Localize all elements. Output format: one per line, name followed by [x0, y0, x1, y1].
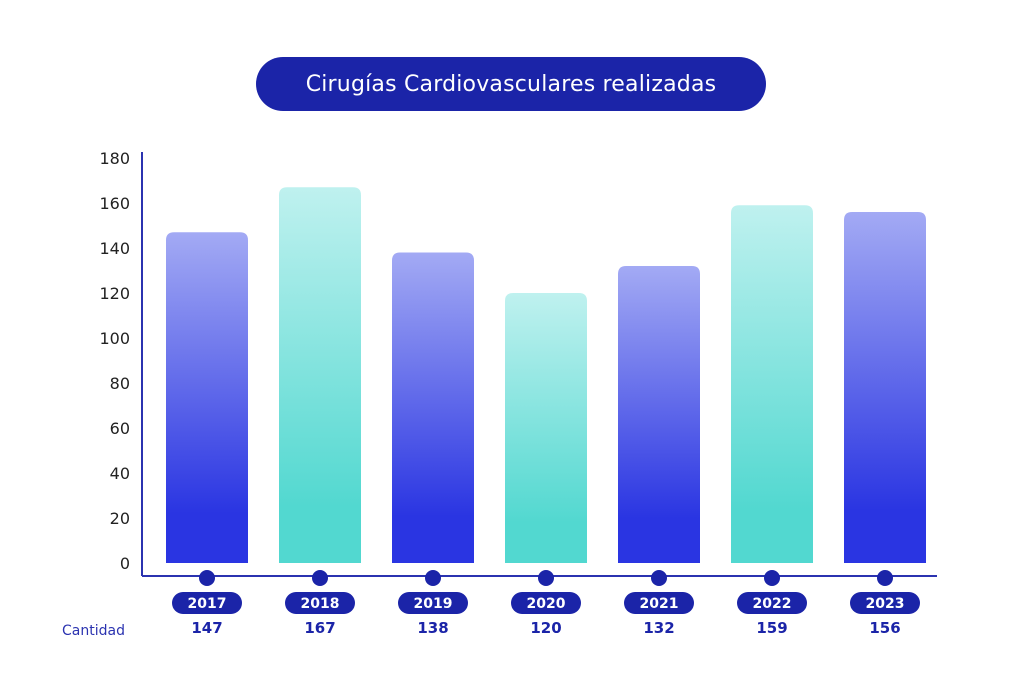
chart-title: Cirugías Cardiovasculares realizadas [256, 57, 766, 111]
axis-dot-2017 [199, 570, 215, 586]
y-tick-label-120: 120 [99, 284, 130, 303]
x-tick-label-2019: 2019 [414, 596, 453, 612]
bar-2018 [279, 187, 361, 563]
year-pill-2023 [850, 592, 920, 614]
bar-2023 [844, 212, 926, 563]
data-label-2022: 159 [756, 619, 787, 637]
year-pill-2019 [398, 592, 468, 614]
year-pill-2017 [172, 592, 242, 614]
year-pill-2022 [737, 592, 807, 614]
year-pill-2020 [511, 592, 581, 614]
y-tick-label-0: 0 [120, 554, 130, 573]
y-tick-label-60: 60 [110, 419, 130, 438]
x-tick-label-2023: 2023 [866, 596, 905, 612]
x-tick-label-2017: 2017 [188, 596, 227, 612]
data-label-2021: 132 [643, 619, 674, 637]
year-pill-2018 [285, 592, 355, 614]
y-tick-labels: 0 20 40 60 80 100 120 140 160 180 [99, 149, 130, 573]
y-tick-label-180: 180 [99, 149, 130, 168]
x-labels: 2017 147 2018 167 2019 138 2020 120 2021 132 2022 1… [172, 570, 920, 637]
axis-dot-2022 [764, 570, 780, 586]
axis-dot-2018 [312, 570, 328, 586]
x-tick-label-2020: 2020 [527, 596, 566, 612]
y-tick-label-40: 40 [110, 464, 130, 483]
x-tick-label-2021: 2021 [640, 596, 679, 612]
row-label-cantidad: Cantidad [62, 623, 125, 639]
data-label-2020: 120 [530, 619, 561, 637]
x-tick-label-2022: 2022 [753, 596, 792, 612]
axis-dot-2021 [651, 570, 667, 586]
data-label-2017: 147 [191, 619, 222, 637]
axis-dot-2019 [425, 570, 441, 586]
x-tick-label-2018: 2018 [301, 596, 340, 612]
bar-2020 [505, 293, 587, 563]
bar-2017 [166, 232, 248, 563]
year-pill-2021 [624, 592, 694, 614]
y-tick-label-100: 100 [99, 329, 130, 348]
data-label-2018: 167 [304, 619, 335, 637]
bar-2021 [618, 266, 700, 563]
data-label-2019: 138 [417, 619, 448, 637]
y-tick-label-80: 80 [110, 374, 130, 393]
data-label-2023: 156 [869, 619, 900, 637]
y-tick-label-20: 20 [110, 509, 130, 528]
y-tick-label-140: 140 [99, 239, 130, 258]
axis-dot-2023 [877, 570, 893, 586]
axis-dot-2020 [538, 570, 554, 586]
bars-layer [166, 187, 926, 563]
bar-2022 [731, 205, 813, 563]
y-tick-label-160: 160 [99, 194, 130, 213]
bar-2019 [392, 252, 474, 563]
